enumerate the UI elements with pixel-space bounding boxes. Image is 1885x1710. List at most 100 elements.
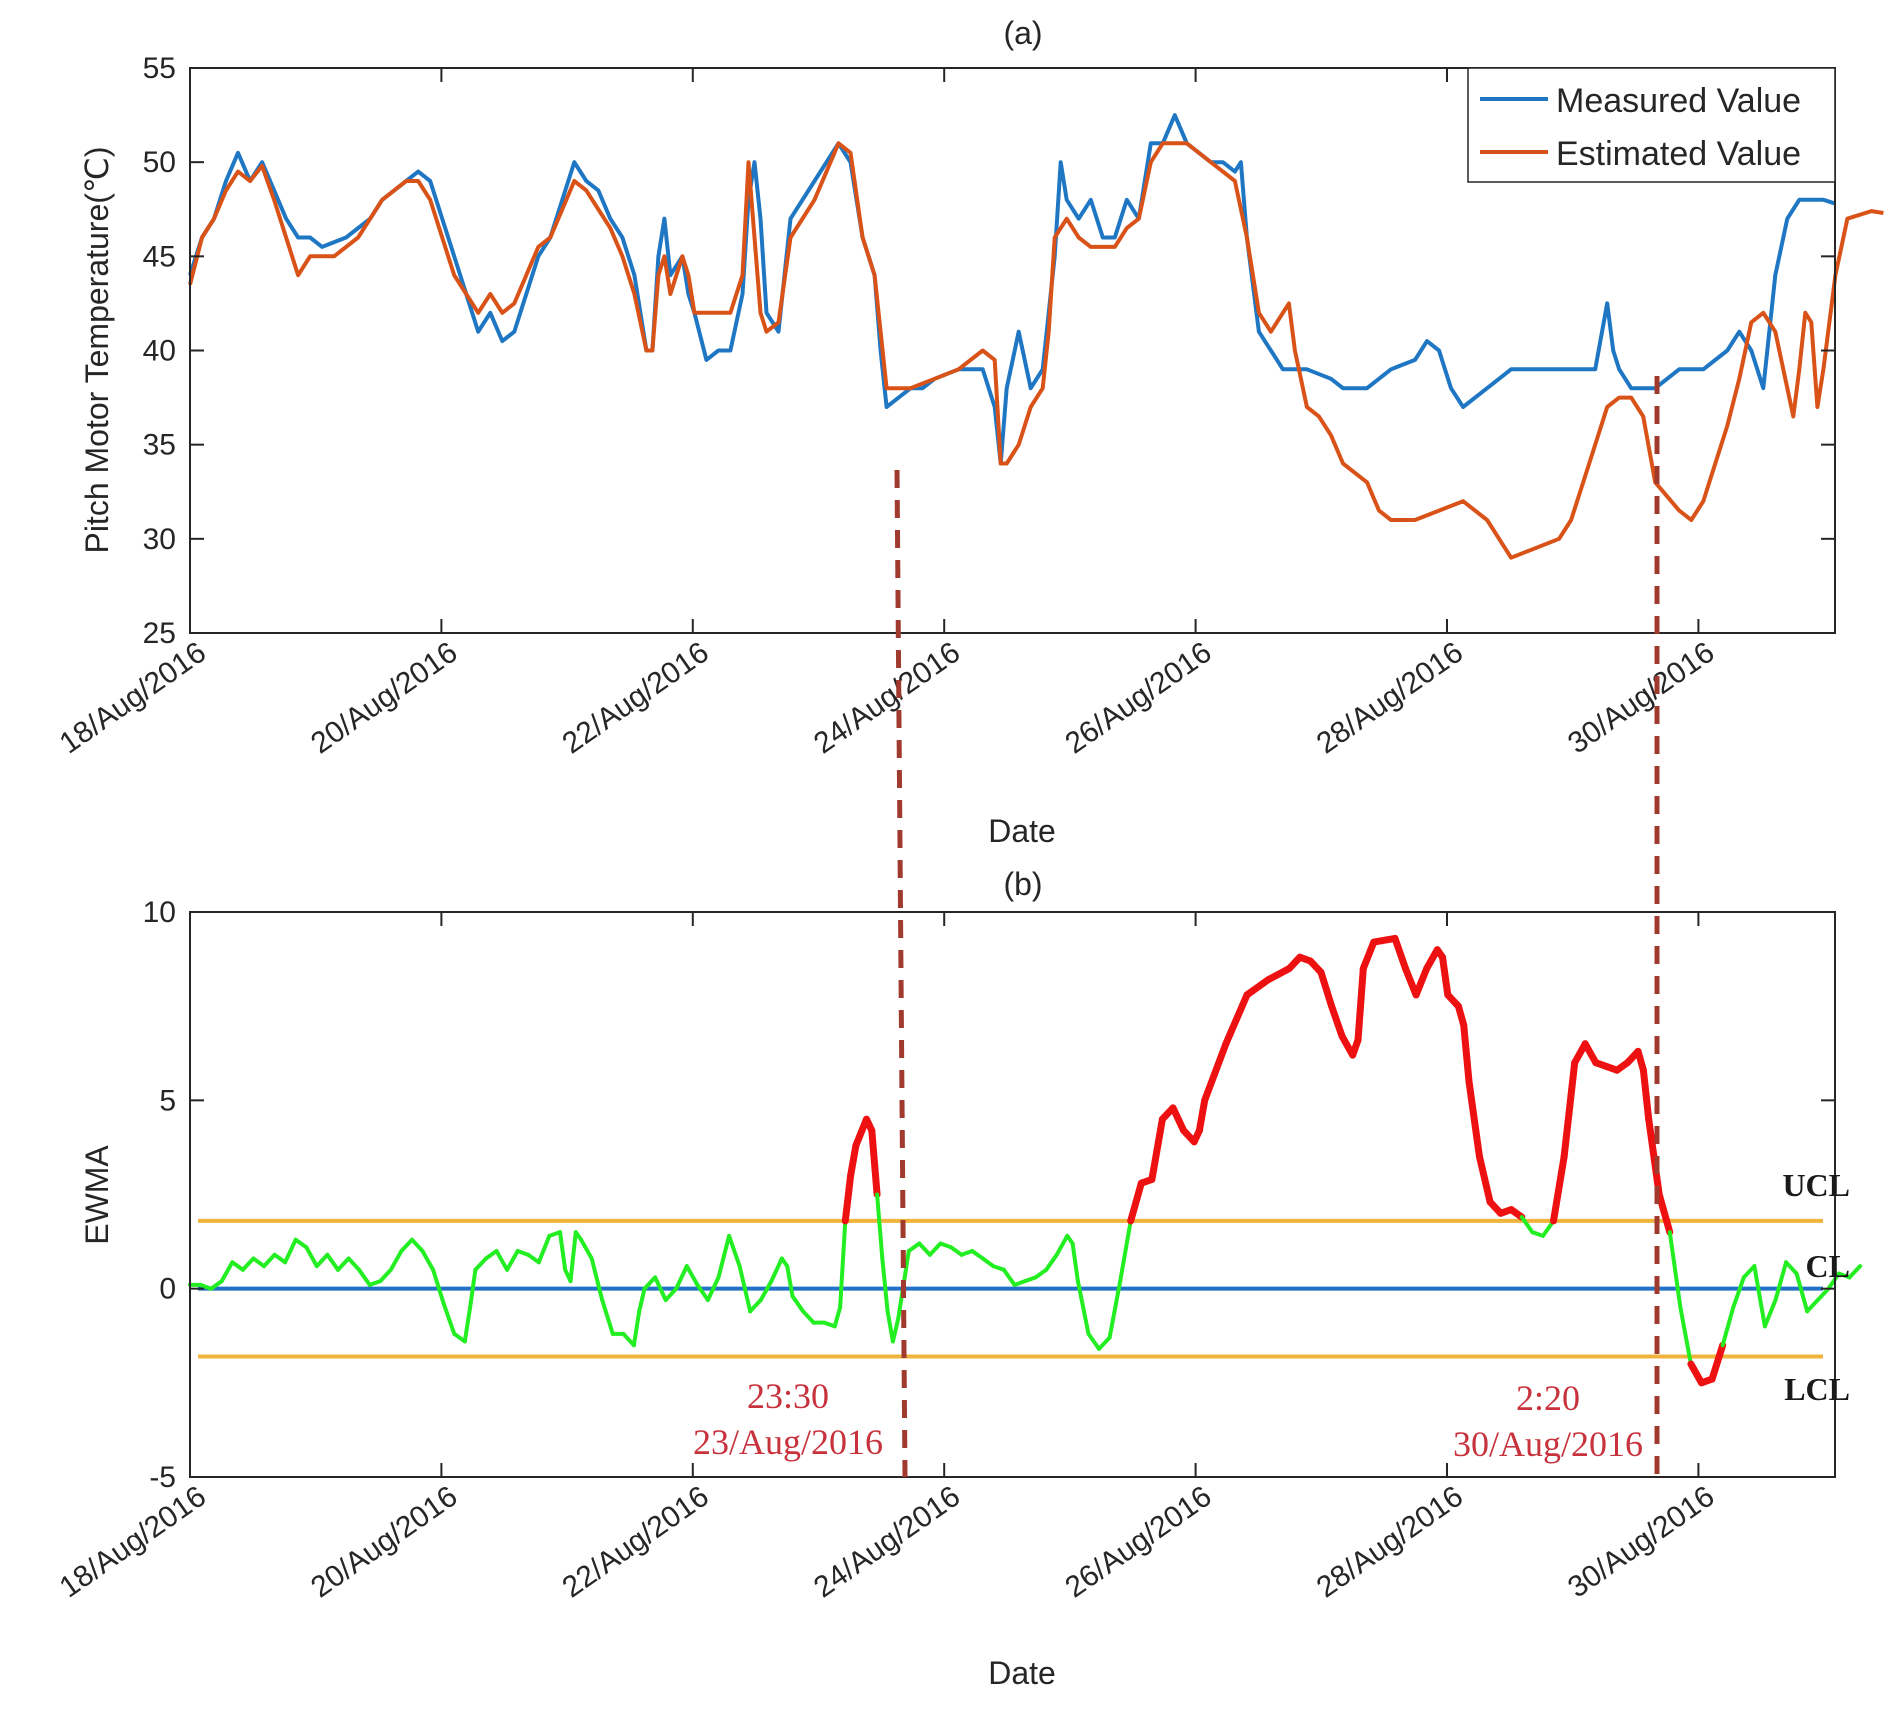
ewma-segment-out-of-control <box>1127 1179 1145 1225</box>
ewma-segment-in-control <box>653 1275 668 1302</box>
ewma-segment-in-control <box>304 1245 319 1269</box>
ewma-segment-in-control <box>468 1267 478 1310</box>
ewma-segment-out-of-control <box>1581 1040 1600 1067</box>
ewma-segment-in-control <box>1107 1279 1123 1340</box>
ewma-segment-in-control <box>1847 1264 1863 1280</box>
ewma-segment-in-control <box>727 1233 742 1269</box>
ewma-segment-in-control <box>600 1298 615 1336</box>
ewma-segment-in-control <box>505 1249 520 1272</box>
ewma-segment-in-control <box>705 1275 721 1302</box>
ewma-segment-in-control <box>1794 1271 1810 1314</box>
ewma-segment-out-of-control <box>1476 1153 1494 1206</box>
legend-measured-label: Measured Value <box>1556 82 1801 120</box>
ewma-segment-in-control <box>283 1237 298 1265</box>
ewma-segment-in-control <box>890 1316 901 1344</box>
ewma-segment-in-control <box>716 1233 732 1280</box>
ewma-segment-in-control <box>1815 1286 1831 1302</box>
ewma-segment-in-control <box>1001 1267 1017 1287</box>
chart-a-title: (a) <box>1003 15 1042 51</box>
ewma-segment-in-control <box>293 1237 309 1250</box>
ewma-segment-in-control <box>1118 1218 1133 1284</box>
ewma-segment-in-control <box>1826 1271 1841 1291</box>
ewma-segment-out-of-control <box>1687 1360 1705 1387</box>
ewma-segment-in-control <box>1741 1264 1757 1280</box>
ewma-segment-out-of-control <box>1507 1206 1526 1221</box>
chart-a-ytick-label: 35 <box>143 429 176 462</box>
ewma-segment-in-control <box>637 1286 647 1314</box>
estimated-value-line <box>188 141 1884 560</box>
ewma-segment-in-control <box>1033 1267 1049 1280</box>
ewma-segment-in-control <box>336 1256 351 1272</box>
ewma-segment-in-control <box>927 1241 943 1257</box>
ewma-segment-in-control <box>568 1230 578 1284</box>
ewma-segment-in-control <box>494 1249 510 1272</box>
ewma-segment-out-of-control <box>1370 934 1399 946</box>
ewma-segment-in-control <box>674 1264 689 1291</box>
ewma-segment-in-control <box>769 1256 784 1284</box>
ewma-segment-in-control <box>346 1256 362 1272</box>
ewma-segment-in-control <box>1784 1260 1799 1276</box>
ewma-segment-in-control <box>1757 1294 1767 1329</box>
ewma-segment-in-control <box>1519 1215 1535 1235</box>
ewma-segment-out-of-control <box>1639 1066 1653 1123</box>
ewma-segment-in-control <box>880 1256 890 1314</box>
ewma-segment-in-control <box>785 1264 795 1299</box>
chart-b-ytick-label: 10 <box>143 896 176 929</box>
ewma-segment-in-control <box>251 1256 266 1269</box>
ewma-segment-out-of-control <box>1169 1104 1188 1134</box>
event-marker-1 <box>894 469 908 1478</box>
ewma-segment-out-of-control <box>1391 934 1409 972</box>
chart-b-axes-frame <box>189 911 1836 1478</box>
ewma-segment-in-control <box>589 1256 605 1302</box>
ewma-segment-out-of-control <box>1317 968 1336 1010</box>
ewma-segment-in-control <box>684 1264 700 1287</box>
ewma-segment-in-control <box>631 1309 642 1348</box>
chart-b-series-layer <box>188 934 1863 1387</box>
ewma-segment-out-of-control <box>1708 1341 1727 1383</box>
ewma-segment-out-of-control <box>1412 965 1431 999</box>
ewma-segment-out-of-control <box>1439 953 1452 999</box>
ewma-segment-in-control <box>663 1286 679 1302</box>
ewma-segment-in-control <box>642 1275 658 1291</box>
ewma-segment-out-of-control <box>1560 1059 1579 1161</box>
ewma-segment-in-control <box>1752 1264 1762 1299</box>
ewma-segment-in-control <box>262 1252 277 1269</box>
ewma-segment-out-of-control <box>1264 965 1293 984</box>
ewma-segment-in-control <box>325 1252 340 1272</box>
ewma-segment-out-of-control <box>1359 938 1378 972</box>
annotation-1-date: 23/Aug/2016 <box>693 1422 883 1462</box>
chart-b-title: (b) <box>1003 866 1042 902</box>
chart-a-x-axis-label: Date <box>988 813 1056 849</box>
ewma-segment-in-control <box>558 1230 568 1272</box>
chart-a-ytick-label: 50 <box>143 146 176 179</box>
ewma-segment-out-of-control <box>1460 1021 1473 1085</box>
ewma-segment-out-of-control <box>1550 1153 1568 1225</box>
legend-box <box>1467 67 1836 183</box>
chart-b-y-axis-label: EWMA <box>79 1145 115 1245</box>
ewma-segment-in-control <box>1097 1335 1112 1351</box>
ewma-segment-in-control <box>1805 1298 1820 1314</box>
chart-a-y-axis-label: Pitch Motor Temperature(℃) <box>79 146 115 553</box>
ewma-segment-in-control <box>219 1260 235 1284</box>
ewma-segment-in-control <box>357 1267 372 1287</box>
ewma-segment-out-of-control <box>1645 1115 1663 1198</box>
ewma-segment-in-control <box>314 1252 330 1269</box>
ewma-segment-in-control <box>579 1237 594 1261</box>
ewma-segment-in-control <box>1720 1305 1736 1348</box>
ewma-segment-in-control <box>388 1249 404 1272</box>
ewma-segment-in-control <box>526 1252 541 1265</box>
annotation-2-date: 30/Aug/2016 <box>1453 1424 1643 1464</box>
ewma-segment-in-control <box>980 1256 996 1269</box>
chart-b-y-ticks: -5 0 5 10 <box>143 896 1835 1494</box>
chart-b-ytick-label: -5 <box>149 1461 176 1494</box>
ewma-segment-in-control <box>1044 1252 1059 1272</box>
cl-label: CL <box>1806 1248 1850 1284</box>
ewma-segment-in-control <box>484 1249 499 1261</box>
ewma-segment-in-control <box>917 1241 932 1257</box>
ewma-segment-in-control <box>1678 1305 1693 1366</box>
ewma-segment-out-of-control <box>1195 1096 1209 1134</box>
ewma-segment-in-control <box>399 1237 414 1253</box>
lcl-label: LCL <box>1784 1371 1850 1407</box>
